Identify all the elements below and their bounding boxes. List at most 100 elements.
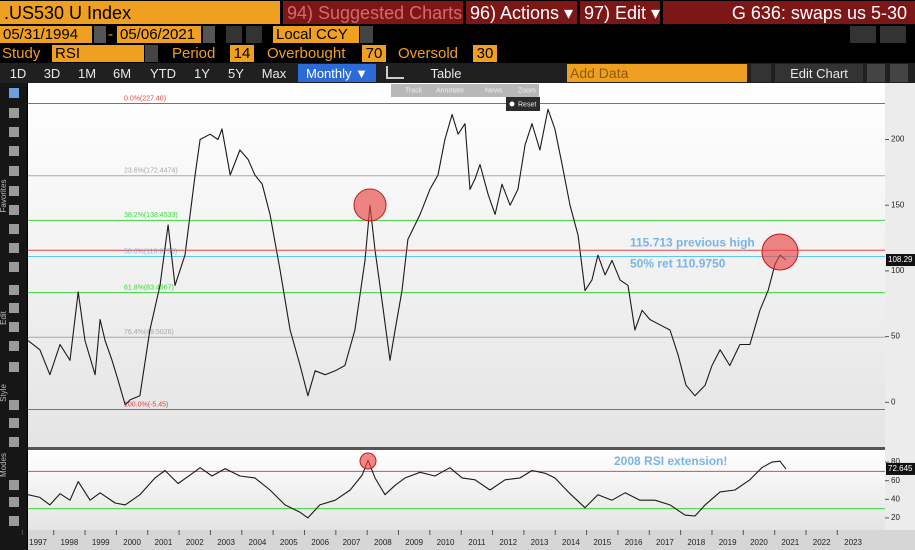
end-date[interactable]: 05/06/2021: [117, 26, 201, 43]
icon[interactable]: [9, 224, 19, 234]
icon[interactable]: [9, 88, 19, 98]
collapse-button[interactable]: [751, 64, 771, 82]
tools-bar: [391, 84, 539, 97]
range-button[interactable]: 1M: [77, 65, 97, 81]
fib-label: 76.4%(49.5026): [124, 329, 174, 336]
last-value-box: [886, 462, 915, 475]
highlight-circle: [761, 233, 799, 271]
tool-label[interactable]: Zoom: [518, 87, 536, 94]
settings-button[interactable]: [890, 64, 908, 82]
tool-label[interactable]: News: [485, 87, 503, 94]
x-tick-label: 2004: [249, 538, 267, 547]
ticker[interactable]: .US530 U Index: [0, 1, 280, 24]
period[interactable]: 14: [230, 45, 254, 62]
range-button[interactable]: YTD: [150, 65, 176, 81]
tool-label[interactable]: Annotate: [436, 87, 464, 94]
add-data[interactable]: Add Data: [567, 64, 747, 82]
y-tick-label: 60: [891, 476, 900, 485]
icon[interactable]: [9, 437, 19, 447]
icon[interactable]: [9, 400, 19, 410]
icon[interactable]: [9, 262, 19, 272]
x-tick-label: 2007: [343, 538, 361, 547]
chart-type-icon[interactable]: [386, 66, 404, 79]
dropdown[interactable]: [360, 26, 373, 43]
redo-button[interactable]: [880, 26, 906, 43]
icon[interactable]: [9, 108, 19, 118]
icon[interactable]: [9, 303, 19, 313]
x-tick-label: 2010: [437, 538, 455, 547]
icon[interactable]: [9, 418, 19, 428]
date-separator: -: [108, 26, 113, 43]
range-button[interactable]: 1Y: [194, 65, 210, 81]
range-button[interactable]: 3D: [43, 65, 61, 81]
suggested-charts[interactable]: 94) Suggested Charts: [283, 1, 463, 24]
last-value-label: 108.29: [888, 255, 913, 264]
fib-label: 50.0%(110.9750): [124, 248, 177, 255]
study-label: Study: [2, 45, 41, 62]
study-name[interactable]: RSI: [52, 45, 144, 62]
x-tick-label: 2020: [750, 538, 768, 547]
x-tick-label: 2013: [531, 538, 549, 547]
fib-label: 38.2%(138.4533): [124, 212, 178, 219]
x-tick-label: 2009: [405, 538, 423, 547]
last-value-label: 72.645: [888, 464, 913, 473]
tool-label[interactable]: Reset: [518, 101, 536, 108]
x-tick-label: 1998: [60, 538, 78, 547]
overbought[interactable]: 70: [362, 45, 386, 62]
side-label: Modes: [0, 453, 8, 477]
icon[interactable]: [9, 516, 19, 526]
icon[interactable]: [9, 480, 19, 490]
x-tick-label: 2018: [687, 538, 705, 547]
icon-button[interactable]: [867, 64, 885, 82]
side-label: Edit: [0, 310, 8, 325]
range-button[interactable]: 1D: [9, 65, 27, 81]
prev-button[interactable]: [226, 26, 242, 43]
icon[interactable]: [9, 127, 19, 137]
range-button[interactable]: Max: [261, 65, 287, 81]
currency[interactable]: Local CCY: [273, 26, 359, 43]
icon[interactable]: [9, 322, 19, 332]
start-date[interactable]: 05/31/1994: [0, 26, 92, 43]
next-button[interactable]: [246, 26, 262, 43]
side-icons: [9, 88, 19, 526]
icon[interactable]: [9, 341, 19, 351]
calendar-button[interactable]: [203, 26, 215, 43]
range-button[interactable]: 5Y: [228, 65, 244, 81]
icon[interactable]: [9, 243, 19, 253]
annotation: 2008 RSI extension!: [614, 454, 727, 468]
undo-button[interactable]: [850, 26, 876, 43]
icon[interactable]: [9, 362, 19, 372]
icon[interactable]: [9, 285, 19, 295]
annotation: 115.713 previous high: [630, 235, 755, 249]
overbought-label: Overbought: [267, 45, 346, 62]
reset-button[interactable]: [506, 97, 540, 111]
actions-menu[interactable]: 96) Actions ▾: [466, 1, 577, 24]
dropdown[interactable]: [145, 45, 158, 62]
x-tick-label: 2017: [656, 538, 674, 547]
price-panel: [28, 83, 885, 447]
side-toolbar: [0, 83, 27, 550]
oversold[interactable]: 30: [473, 45, 497, 62]
x-axis-strip: [28, 530, 915, 550]
tool-label[interactable]: Track: [405, 87, 423, 94]
frequency[interactable]: Monthly ▼: [298, 64, 376, 82]
range-button[interactable]: 6M: [112, 65, 132, 81]
calendar-button[interactable]: [94, 26, 106, 43]
icon[interactable]: [9, 146, 19, 156]
rsi-panel: [28, 450, 885, 530]
fib-label: 0.0%(227.40): [124, 95, 166, 102]
icon[interactable]: [9, 497, 19, 507]
icon[interactable]: [9, 205, 19, 215]
icon[interactable]: [9, 166, 19, 176]
highlight-circle: [353, 188, 387, 222]
fib-label: 61.8%(83.4967): [124, 284, 174, 291]
x-tick-label: 2021: [781, 538, 799, 547]
table-button[interactable]: Table: [430, 65, 462, 81]
icon[interactable]: [9, 186, 19, 196]
x-tick-label: 2002: [186, 538, 204, 547]
edit-menu[interactable]: 97) Edit ▾: [580, 1, 660, 24]
side-label: Style: [0, 384, 8, 402]
x-tick-label: 1997: [29, 538, 47, 547]
edit-chart[interactable]: Edit Chart: [775, 64, 863, 82]
